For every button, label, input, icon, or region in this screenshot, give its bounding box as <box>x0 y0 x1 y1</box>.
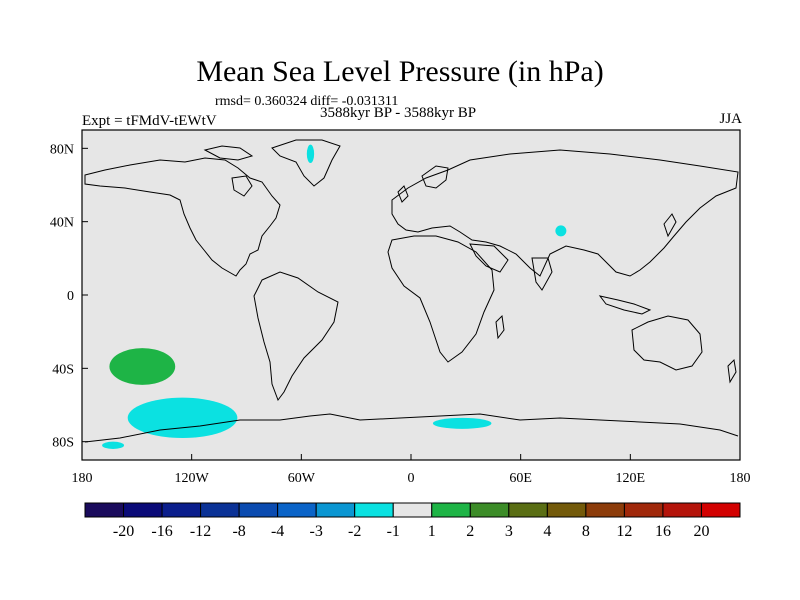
coastline-north-america <box>84 157 281 277</box>
region-southern-ocean-negative <box>127 397 238 439</box>
colorbar-swatch <box>585 502 625 518</box>
coastline-antarctica <box>84 413 739 443</box>
colorbar-swatch <box>469 502 510 518</box>
coastline-arabia <box>469 243 509 273</box>
colorbar-swatch <box>354 502 394 518</box>
coastline-japan <box>663 213 677 238</box>
region-south-atlantic-negative <box>432 417 492 429</box>
x-tick-label: 180 <box>72 471 93 486</box>
region-greenland-negative <box>306 144 315 163</box>
colorbar-label: -20 <box>113 523 134 540</box>
chart-stats: rmsd= 0.360324 diff= -0.031311 <box>215 94 399 109</box>
colorbar-label: -2 <box>348 523 361 540</box>
coastline-hudson-bay <box>231 175 253 197</box>
axes: 180 120W 60W 0 60E 120E 180 80N 40N 0 40S 80S <box>50 129 751 486</box>
colorbar-label: 16 <box>655 523 671 540</box>
colorbar-swatch <box>431 502 471 518</box>
colorbar-label: 3 <box>505 523 513 540</box>
colorbar-swatch <box>546 502 587 518</box>
x-tick-label: 120E <box>616 471 646 486</box>
colorbar: -20 -16 -12 -8 -4 -3 -2 -1 1 2 3 4 8 12 16 20 <box>84 502 741 540</box>
colorbar-swatch <box>700 502 741 518</box>
colorbar-swatch <box>662 502 702 518</box>
coastline-south-america <box>253 271 339 402</box>
x-tick-label: 60W <box>288 471 316 486</box>
colorbar-label: -8 <box>232 523 245 540</box>
coastline-greenland <box>271 139 341 187</box>
x-tick-label: 120W <box>175 471 210 486</box>
y-tick-label: 40N <box>50 216 74 231</box>
coastline-australia <box>631 315 703 371</box>
coastline-madagascar <box>495 314 505 340</box>
y-tick-label: 40S <box>52 362 74 377</box>
colorbar-label: 2 <box>466 523 474 540</box>
colorbar-label: -3 <box>310 523 323 540</box>
region-antarctic-coast-negative <box>102 441 125 450</box>
coastline-india <box>531 257 553 291</box>
colorbar-label: 4 <box>543 523 551 540</box>
coastline-africa <box>387 235 495 363</box>
chart-period: 3588kyr BP - 3588kyr BP <box>320 105 477 121</box>
colorbar-label: -1 <box>387 523 400 540</box>
experiment-label: Expt = tFMdV-tEWtV <box>82 113 217 129</box>
x-tick-label: 180 <box>730 471 751 486</box>
x-tick-label: 60E <box>509 471 532 486</box>
colorbar-swatch <box>392 502 433 518</box>
anomaly-regions <box>102 144 567 450</box>
y-tick-label: 80S <box>52 436 74 451</box>
colorbar-label: 12 <box>616 523 632 540</box>
colorbar-label: 8 <box>582 523 590 540</box>
colorbar-swatch <box>315 502 356 518</box>
coastline-eurasia <box>391 149 739 277</box>
colorbar-swatch <box>623 502 664 518</box>
region-south-pacific-positive <box>109 348 176 385</box>
coastline-british-isles <box>397 185 409 203</box>
colorbar-swatch <box>200 502 240 518</box>
colorbar-label: -4 <box>271 523 284 540</box>
chart-title: Mean Sea Level Pressure (in hPa) <box>196 55 604 88</box>
colorbar-label: -16 <box>151 523 172 540</box>
y-tick-label: 0 <box>67 289 74 304</box>
colorbar-swatch <box>238 502 279 518</box>
colorbar-label: -12 <box>190 523 211 540</box>
colorbar-swatch <box>84 502 125 518</box>
coastlines <box>84 139 739 443</box>
coastline-new-zealand <box>727 358 737 384</box>
colorbar-swatch <box>161 502 202 518</box>
x-tick-label: 0 <box>408 471 415 486</box>
colorbar-label: 20 <box>693 523 709 540</box>
coastline-arctic-islands <box>203 145 254 161</box>
season-label: JJA <box>719 111 742 127</box>
colorbar-label: 1 <box>428 523 436 540</box>
coastline-indonesia <box>598 295 652 315</box>
region-tibet-negative <box>555 225 567 237</box>
colorbar-swatch <box>277 502 317 518</box>
y-tick-label: 80N <box>50 142 74 157</box>
coastline-scandinavia <box>421 165 449 189</box>
colorbar-swatch <box>508 502 548 518</box>
colorbar-swatch <box>123 502 163 518</box>
